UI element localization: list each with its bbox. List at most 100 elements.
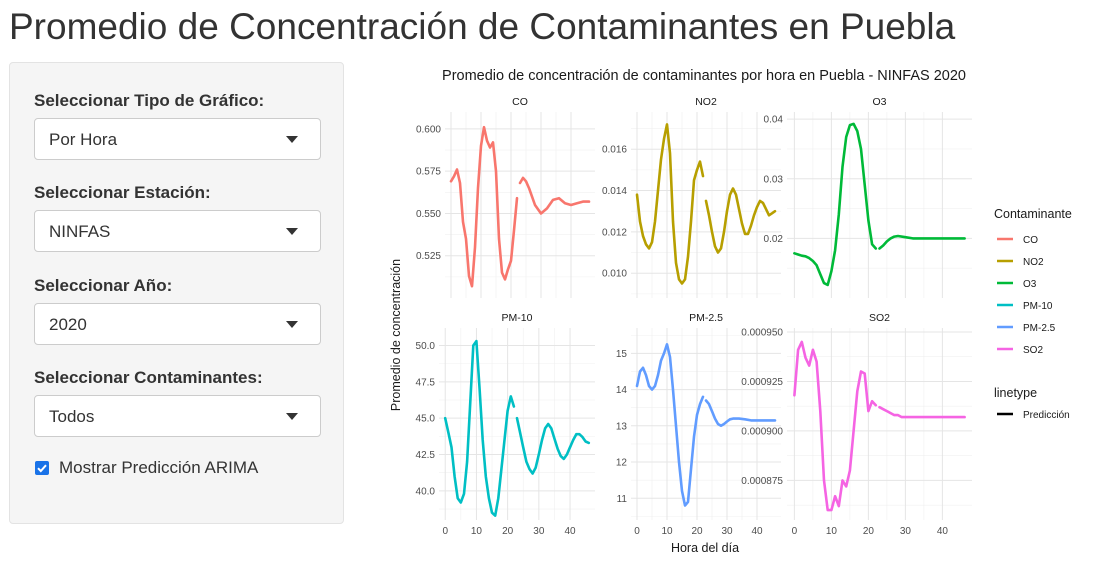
legend-label-no2: NO2 <box>1023 257 1044 268</box>
year-select[interactable]: 2020 <box>34 303 321 345</box>
series-line-so2 <box>793 340 878 512</box>
y-tick-label: 0.575 <box>416 167 441 178</box>
faceted-line-chart: Promedio de concentración de contaminant… <box>389 68 1072 555</box>
y-tick-label: 13 <box>616 421 628 432</box>
y-tick-label: 0.02 <box>764 234 784 245</box>
facet-panel-pm-2.5: PM-2.5 11 12 13 14 15 0 10 20 30 40 <box>616 312 781 537</box>
series-line-o3 <box>793 122 878 287</box>
x-tick-label: 0 <box>634 526 640 537</box>
facet-panel-co: CO 0.525 0.550 0.575 0.600 <box>416 96 595 298</box>
year-label: Seleccionar Año: <box>34 276 173 295</box>
y-tick-label: 0.016 <box>602 145 627 156</box>
legend-label-co: CO <box>1023 235 1038 246</box>
y-tick-label: 0.525 <box>416 251 441 262</box>
x-tick-label: 30 <box>533 526 545 537</box>
y-tick-label: 15 <box>616 349 628 360</box>
y-tick-label: 0.014 <box>602 186 627 197</box>
x-tick-label: 0 <box>792 526 798 537</box>
x-axis-label: Hora del día <box>671 541 739 555</box>
prediction-line-so2 <box>878 405 966 419</box>
x-tick-label: 30 <box>900 526 912 537</box>
prediction-line-co <box>518 176 591 215</box>
pollutants-select[interactable]: Todos <box>34 395 321 437</box>
facet-strip-label: O3 <box>872 96 886 108</box>
page-title: Promedio de Concentración de Contaminant… <box>9 6 956 47</box>
station-value: NINFAS <box>49 222 111 241</box>
facet-panel-pm-10: PM-10 40.0 42.5 45.0 47.5 50.0 0 10 20 30 40 <box>416 312 595 537</box>
y-tick-label: 0.04 <box>764 115 784 126</box>
series-line-pm-2.5 <box>635 343 705 507</box>
y-tick-label: 0.000925 <box>741 377 783 388</box>
chevron-down-icon <box>286 413 298 420</box>
facet-strip-label: PM-10 <box>502 312 533 324</box>
y-tick-label: 0.550 <box>416 209 441 220</box>
y-tick-label: 0.000900 <box>741 426 783 437</box>
y-tick-label: 0.000875 <box>741 476 783 487</box>
x-tick-label: 20 <box>863 526 875 537</box>
legend-label-pm-2.5: PM-2.5 <box>1023 323 1056 334</box>
pollutants-label: Seleccionar Contaminantes: <box>34 368 263 387</box>
series-line-pm-10 <box>443 339 516 517</box>
y-tick-label: 50.0 <box>416 341 436 352</box>
facet-panel-o3: O3 0.02 0.03 0.04 <box>764 96 972 298</box>
y-tick-label: 47.5 <box>416 377 436 388</box>
station-label: Seleccionar Estación: <box>34 183 211 202</box>
chart-type-value: Por Hora <box>49 130 118 149</box>
legend-color-title: Contaminante <box>994 207 1072 221</box>
chart-title: Promedio de concentración de contaminant… <box>442 68 966 84</box>
facet-panels: CO 0.525 0.550 0.575 0.600 NO2 0.010 0.012 0.014… <box>416 96 972 537</box>
arima-checkbox[interactable] <box>35 461 49 475</box>
y-tick-label: 40.0 <box>416 486 436 497</box>
y-tick-label: 0.012 <box>602 227 627 238</box>
x-tick-label: 10 <box>661 526 673 537</box>
x-tick-label: 10 <box>471 526 483 537</box>
prediction-line-o3 <box>878 234 966 250</box>
y-tick-label: 14 <box>616 385 628 396</box>
series-line-co <box>449 125 519 288</box>
legend-label-pm-10: PM-10 <box>1023 301 1053 312</box>
y-tick-label: 0.03 <box>764 174 784 185</box>
y-axis-label: Promedio de concentración <box>389 259 403 411</box>
y-tick-label: 0.010 <box>602 269 627 280</box>
y-tick-label: 11 <box>617 494 628 505</box>
sidebar-panel: Seleccionar Tipo de Gráfico: Por Hora Se… <box>9 62 344 524</box>
legend: Contaminante CO NO2 O3 PM-10 PM-2.5 SO2 linet… <box>994 207 1072 421</box>
facet-strip-label: SO2 <box>869 312 890 324</box>
x-tick-label: 40 <box>937 526 949 537</box>
chevron-down-icon <box>286 136 298 143</box>
legend-color-items: CO NO2 O3 PM-10 PM-2.5 SO2 <box>997 235 1056 356</box>
y-tick-label: 42.5 <box>416 450 436 461</box>
prediction-line-pm-10 <box>515 416 591 475</box>
arima-checkbox-label[interactable]: Mostrar Predicción ARIMA <box>59 458 259 477</box>
x-tick-label: 20 <box>502 526 514 537</box>
y-tick-label: 0.000950 <box>741 327 783 338</box>
legend-linetype-label: Predicción <box>1023 410 1070 421</box>
prediction-line-pm-2.5 <box>704 399 777 428</box>
legend-linetype-title: linetype <box>994 386 1037 400</box>
legend-label-so2: SO2 <box>1023 345 1043 356</box>
x-tick-label: 40 <box>751 526 763 537</box>
year-value: 2020 <box>49 315 87 334</box>
y-tick-label: 45.0 <box>416 414 436 425</box>
x-tick-label: 20 <box>691 526 703 537</box>
y-tick-label: 0.600 <box>416 124 441 135</box>
checkmark-icon <box>37 464 47 473</box>
x-tick-label: 30 <box>721 526 733 537</box>
y-tick-label: 12 <box>616 458 628 469</box>
legend-label-o3: O3 <box>1023 279 1037 290</box>
station-select[interactable]: NINFAS <box>34 210 321 252</box>
x-tick-label: 0 <box>442 526 448 537</box>
series-line-no2 <box>635 123 705 285</box>
chevron-down-icon <box>286 321 298 328</box>
facet-strip-label: PM-2.5 <box>689 312 723 324</box>
prediction-line-no2 <box>704 187 777 254</box>
facet-panel-so2: SO2 0.000875 0.000900 0.000925 0.000950 0 10 20… <box>741 312 972 537</box>
chart-type-select[interactable]: Por Hora <box>34 118 321 160</box>
facet-strip-label: CO <box>512 96 528 108</box>
x-tick-label: 10 <box>826 526 838 537</box>
facet-strip-label: NO2 <box>695 96 717 108</box>
facet-panel-no2: NO2 0.010 0.012 0.014 0.016 <box>602 96 781 298</box>
x-tick-label: 40 <box>564 526 576 537</box>
chart-type-label: Seleccionar Tipo de Gráfico: <box>34 91 265 110</box>
chevron-down-icon <box>286 228 298 235</box>
